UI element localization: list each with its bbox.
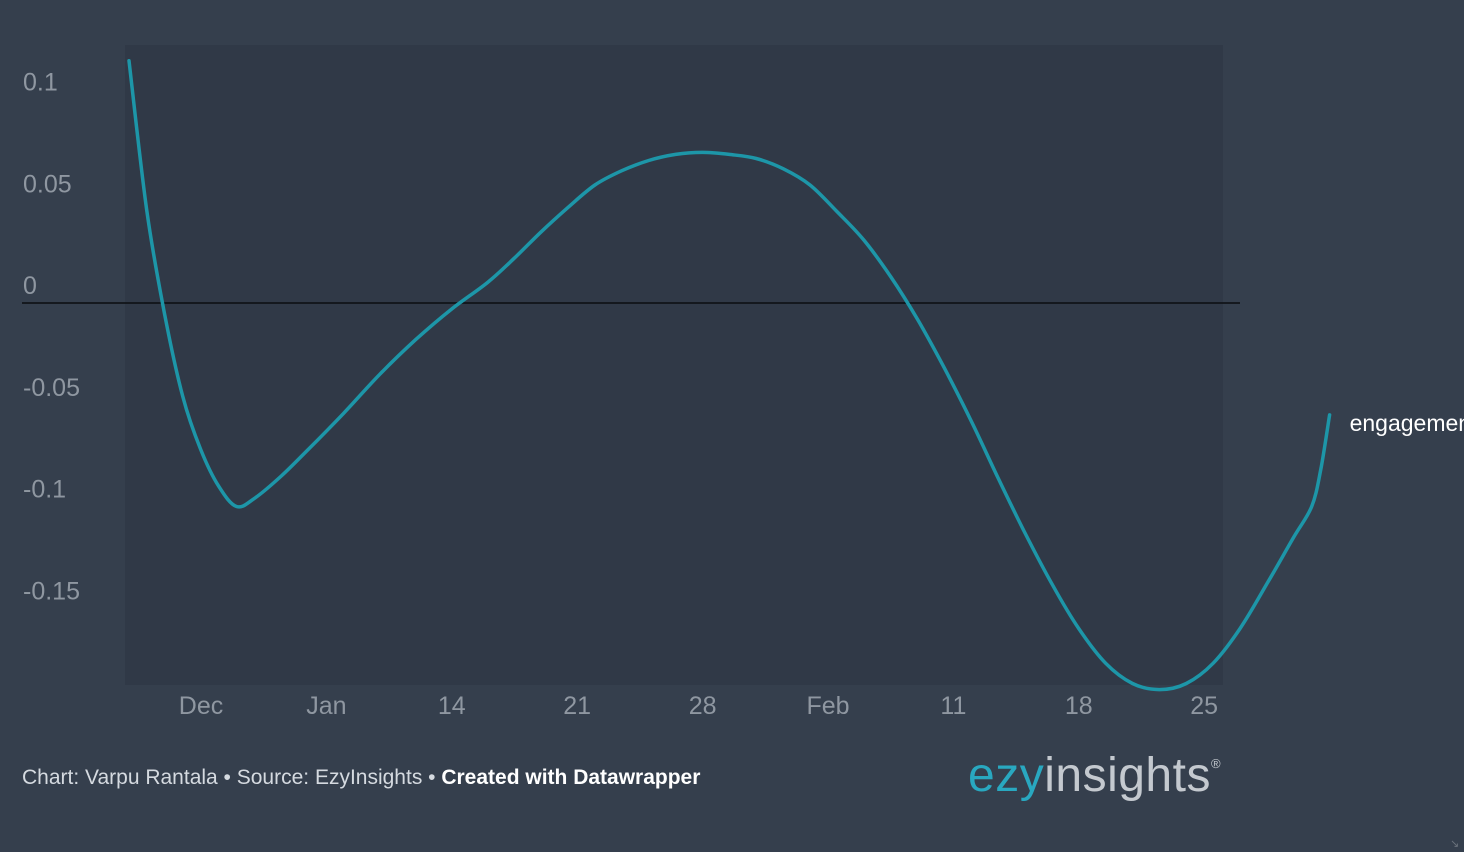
x-tick-label: Dec [179, 692, 223, 720]
ezyinsights-logo: ezyinsights® [968, 748, 1221, 803]
created-with-link[interactable]: Created with Datawrapper [441, 766, 701, 789]
logo-part-insights: insights [1044, 749, 1211, 802]
x-axis-ticks: Dec Jan 14 21 28 Feb 11 18 25 [179, 692, 1218, 720]
chart-footer: Chart: Varpu Rantala • Source: EzyInsigh… [22, 766, 700, 790]
engagement-chart: 0.1 0.05 0 -0.05 -0.1 -0.15 Dec Jan 14 21 28 Feb 11… [22, 45, 1464, 720]
x-tick-label: 21 [563, 692, 591, 720]
x-tick-label: Feb [806, 692, 849, 720]
resize-corner-icon[interactable]: ↘ [1450, 838, 1460, 850]
x-tick-label: 25 [1190, 692, 1218, 720]
x-tick-label: 11 [940, 692, 966, 720]
y-tick-label: 0 [23, 272, 37, 300]
plot-area [125, 45, 1223, 685]
y-tick-label: -0.1 [23, 476, 66, 504]
y-tick-label: -0.15 [23, 577, 80, 605]
engagement-line [127, 59, 1332, 692]
y-tick-label: 0.05 [23, 170, 72, 198]
x-tick-label: 28 [689, 692, 717, 720]
x-tick-label: 18 [1065, 692, 1093, 720]
series-label-engagement: engagement [1350, 410, 1464, 436]
x-tick-label: 14 [438, 692, 466, 720]
x-tick-label: Jan [306, 692, 346, 720]
logo-registered-mark: ® [1210, 756, 1222, 771]
y-tick-label: 0.1 [23, 69, 58, 97]
y-tick-label: -0.05 [23, 374, 80, 402]
y-axis-ticks: 0.1 0.05 0 -0.05 -0.1 -0.15 [23, 69, 80, 606]
footer-credit: Chart: Varpu Rantala • Source: EzyInsigh… [22, 766, 442, 789]
logo-part-ezy: ezy [968, 749, 1045, 802]
